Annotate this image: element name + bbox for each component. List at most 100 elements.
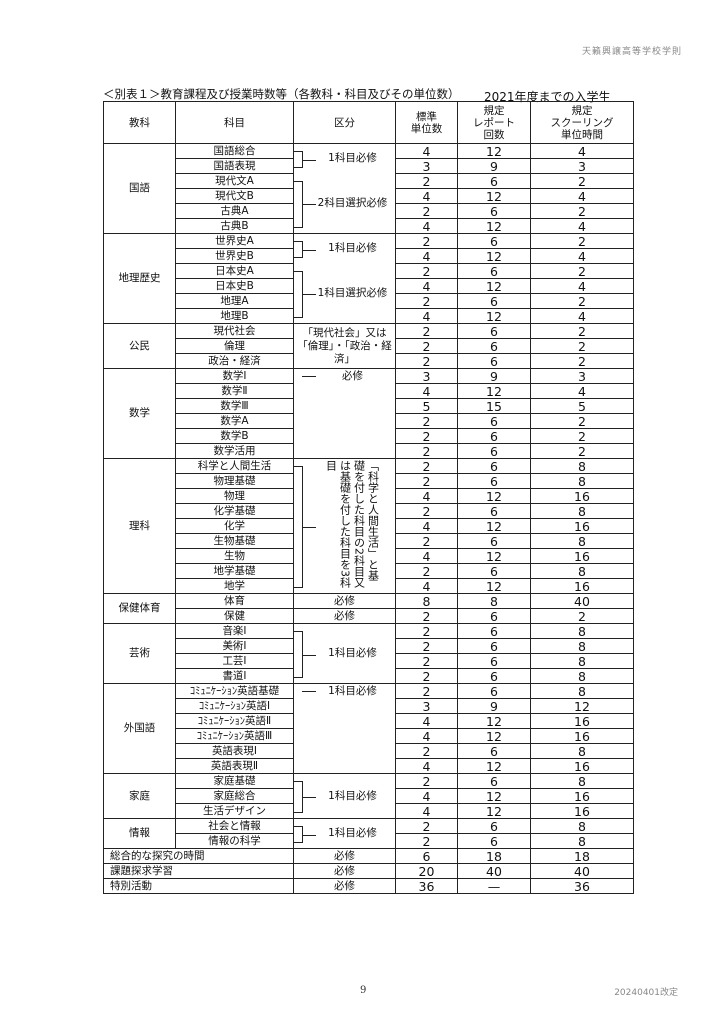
course-name: 政治・経済 [175, 353, 294, 369]
course-name: 日本史A [175, 263, 294, 279]
table-row: 公民 現代社会 「現代社会」又は「倫理」・「政治・経済」 2 6 2 [103, 323, 634, 369]
schooling-hours: 2 [530, 338, 634, 354]
table-row: 地理歴史 世界史A 1科目必修 2 6 2 [103, 233, 634, 324]
required-reports: 12 [457, 518, 531, 534]
column-header: 科目 [175, 101, 294, 144]
table-row: 数学Ⅱ 4 12 4 [104, 383, 634, 459]
standard-credits: 8 [395, 593, 458, 609]
table-row: 日本史A 1科目選択必修 2 6 2 [104, 263, 634, 324]
course-name: 物理 [175, 488, 294, 504]
schooling-hours: 8 [530, 503, 634, 519]
standard-credits: 4 [395, 308, 458, 324]
table-row: 生物 4 12 16 [104, 548, 634, 564]
required-reports: 6 [457, 473, 531, 489]
bracket-line [294, 826, 316, 844]
course-name: 現代社会 [175, 323, 294, 339]
page-number: 9 [360, 985, 367, 996]
required-reports: 12 [457, 308, 531, 324]
schooling-hours: 2 [530, 173, 634, 189]
required-reports: 12 [457, 188, 531, 204]
standard-credits: 3 [395, 368, 458, 384]
required-reports: 6 [457, 323, 531, 339]
standard-credits: 2 [395, 458, 458, 474]
standard-credits: 6 [395, 848, 458, 864]
category-cell [293, 698, 396, 774]
standard-credits: 2 [395, 263, 458, 279]
schooling-hours: 2 [530, 413, 634, 429]
table-row: 現代文A 2科目選択必修 2 6 2 [104, 173, 634, 234]
bracket-line [294, 781, 316, 814]
category-text: 1科目必修 [328, 242, 377, 255]
standard-credits: 2 [395, 503, 458, 519]
standard-credits: 2 [395, 773, 458, 789]
course-name: 英語表現Ⅰ [175, 743, 294, 759]
standard-credits: 2 [395, 413, 458, 429]
schooling-hours: 2 [530, 608, 634, 624]
course-name: 数学B [175, 428, 294, 444]
course-name: 世界史A [175, 233, 294, 249]
category-cell: 1科目選択必修 [293, 263, 396, 324]
schooling-hours: 8 [530, 653, 634, 669]
schooling-hours: 2 [530, 293, 634, 309]
category-cell: 必修 [293, 878, 396, 894]
required-reports: 6 [457, 503, 531, 519]
table-row: 化学 4 12 16 [104, 518, 634, 534]
required-reports: 6 [457, 428, 531, 444]
category-text: 1科目選択必修 [317, 286, 388, 299]
schooling-hours: 18 [530, 848, 634, 864]
subject-cell: 国語 [103, 143, 176, 234]
course-name: 地理B [175, 308, 294, 324]
course-name: 家庭総合 [175, 788, 294, 804]
required-reports: 6 [457, 353, 531, 369]
required-reports: 12 [457, 713, 531, 729]
standard-credits: 2 [395, 668, 458, 684]
required-reports: 40 [457, 863, 531, 879]
schooling-hours: 8 [530, 818, 634, 834]
subject-cell: 情報 [103, 818, 176, 849]
standard-credits: 36 [395, 878, 458, 894]
schooling-hours: 40 [530, 863, 634, 879]
category-text: 必修 [334, 609, 355, 622]
schooling-hours: 16 [530, 728, 634, 744]
standard-credits: 2 [395, 173, 458, 189]
table-row: 政治・経済 2 6 2 [104, 353, 634, 369]
standard-credits: 2 [395, 293, 458, 309]
required-reports: 12 [457, 383, 531, 399]
course-name: 音楽Ⅰ [175, 623, 294, 639]
required-reports: 12 [457, 548, 531, 564]
category-text: 「科学と人間生活」と基礎を付した科目の2科目又は基礎を付した科目を3科目 [324, 460, 380, 588]
standard-credits: 2 [395, 203, 458, 219]
required-reports: 6 [457, 653, 531, 669]
category-cell [293, 383, 396, 459]
required-reports: 6 [457, 683, 531, 699]
schooling-hours: 40 [530, 593, 634, 609]
course-name: 世界史B [175, 248, 294, 264]
activity-name: 特別活動 [103, 878, 294, 894]
required-reports: 6 [457, 233, 531, 249]
schooling-hours: 16 [530, 803, 634, 819]
course-name: 家庭基礎 [175, 773, 294, 789]
required-reports: 6 [457, 563, 531, 579]
column-header: 標準 単位数 [395, 101, 458, 144]
standard-credits: 2 [395, 743, 458, 759]
subject-cell: 理科 [103, 458, 176, 594]
table-row: 家庭 家庭基礎 1科目必修 2 6 8 [103, 773, 634, 819]
category-cell: 必修 [293, 368, 396, 384]
bracket-line [294, 270, 316, 318]
subject-cell: 外国語 [103, 683, 176, 774]
course-name: 地学基礎 [175, 563, 294, 579]
required-reports: 6 [457, 338, 531, 354]
standard-credits: 2 [395, 623, 458, 639]
column-header: 規定 スクーリング 単位時間 [530, 101, 634, 144]
subject-cell: 地理歴史 [103, 233, 176, 324]
bracket-line [294, 241, 316, 259]
table-row: 物理 4 12 16 [104, 488, 634, 504]
schooling-hours: 36 [530, 878, 634, 894]
category-cell: 1科目必修 [293, 143, 396, 174]
subject-cell: 芸術 [103, 623, 176, 684]
column-header: 規定 レポート 回数 [457, 101, 531, 144]
course-name: 数学Ⅲ [175, 398, 294, 414]
table-row: 数学A 2 6 2 [104, 413, 634, 429]
table-row: 外国語 ｺﾐｭﾆｹｰｼｮﾝ英語基礎 1科目必修 2 6 8 [103, 683, 634, 774]
standard-credits: 4 [395, 248, 458, 264]
